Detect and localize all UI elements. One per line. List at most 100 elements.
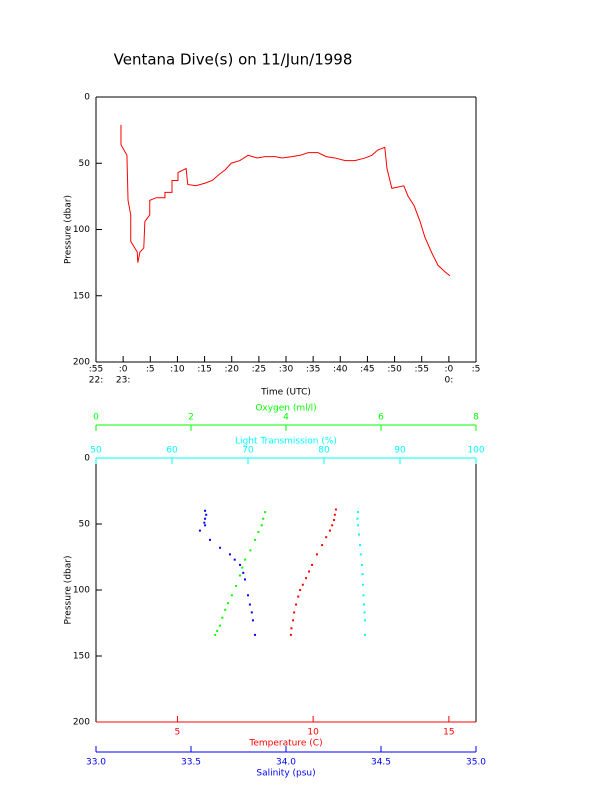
profile-dot (228, 553, 231, 556)
profile-dot (315, 553, 318, 556)
y-tick-label: 50 (79, 520, 91, 530)
y-tick-label: 150 (73, 652, 90, 662)
profile-dot (204, 524, 207, 527)
profile-dot (305, 577, 308, 580)
profile-dot (224, 608, 227, 611)
y-tick-label: 100 (73, 586, 90, 596)
x-tick-label: 15 (443, 728, 454, 738)
profile-dot (363, 611, 366, 614)
profile-dot (325, 536, 328, 539)
x-tick-hour-label: 0: (444, 376, 453, 386)
x-tick-label: 60 (166, 446, 178, 456)
x-tick-label: :55 (414, 365, 428, 375)
x-tick-label: 4 (283, 413, 289, 423)
y-axis-label: Pressure (dbar) (64, 556, 74, 625)
profile-dot (204, 517, 207, 520)
profile-dot (218, 624, 221, 627)
profile-dot (356, 524, 359, 527)
y-tick-label: 200 (73, 358, 90, 368)
x-axis-label: Light Transmission (%) (235, 437, 337, 447)
profile-dot (242, 571, 245, 574)
y-axis-label: Pressure (dbar) (64, 195, 74, 264)
profile-dot (299, 589, 302, 591)
x-axis-label: Time (UTC) (260, 388, 311, 398)
profile-dot (333, 519, 336, 522)
profile-dot (257, 530, 260, 533)
profile-dot (361, 573, 364, 576)
profile-dot (264, 511, 267, 514)
x-tick-hour-label: 23: (116, 376, 130, 386)
y-tick-label: 50 (79, 159, 91, 169)
x-tick-label: 34.0 (276, 758, 296, 768)
profile-dot (361, 563, 363, 566)
x-tick-label: :5 (472, 365, 481, 375)
x-axis-label: Oxygen (ml/l) (255, 404, 316, 414)
depth-line (120, 124, 451, 277)
profile-dot (219, 546, 222, 549)
profile-dot (333, 513, 336, 516)
x-tick-label: 50 (90, 446, 102, 456)
profile-dot (293, 611, 296, 614)
x-tick-label: 5 (175, 728, 181, 738)
profile-dot (233, 558, 236, 561)
profile-dot (247, 594, 249, 597)
profile-dot (359, 553, 362, 556)
profile-dot (235, 585, 238, 588)
x-tick-label: 6 (378, 413, 384, 423)
profile-dot (356, 511, 359, 514)
x-tick-label: 70 (242, 446, 254, 456)
page-title: Ventana Dive(s) on 11/Jun/1998 (114, 51, 353, 69)
y-tick-label: 200 (73, 718, 90, 728)
profile-dot (250, 611, 253, 614)
profile-dot (362, 594, 365, 597)
x-tick-label: :40 (333, 365, 348, 375)
profile-dot (216, 629, 219, 632)
x-tick-label: :45 (360, 365, 374, 375)
y-tick-label: 0 (84, 93, 90, 103)
profile-dot (359, 544, 362, 547)
x-tick-label: 90 (394, 446, 406, 456)
x-tick-label: 33.0 (86, 758, 106, 768)
profile-dot (362, 603, 365, 606)
profile-dot (251, 619, 254, 622)
profile-dot (239, 563, 242, 566)
profile-dot (254, 538, 257, 541)
y-tick-label: 0 (84, 454, 90, 464)
profile-dot (241, 566, 244, 569)
profile-dot (214, 633, 217, 636)
profile-dot (356, 517, 359, 520)
x-tick-label: 80 (318, 446, 330, 456)
profile-dot (205, 513, 208, 516)
x-tick-label: 35.0 (466, 758, 486, 768)
x-tick-label: :25 (252, 365, 266, 375)
profile-dot (308, 570, 311, 573)
profile-dot (209, 538, 211, 541)
profile-dot (260, 524, 263, 527)
profile-dot (221, 616, 224, 619)
profile-dot (198, 529, 201, 532)
x-tick-label: :35 (306, 365, 320, 375)
profile-dot (204, 509, 207, 512)
profile-dot (331, 524, 334, 527)
profile-dot (230, 594, 233, 597)
profile-dot (254, 633, 257, 636)
x-tick-label: :15 (197, 365, 211, 375)
x-tick-label: :0 (119, 365, 128, 375)
x-tick-label: :55 (89, 365, 103, 375)
x-axis-label: Temperature (C) (248, 739, 322, 749)
profile-dot (289, 633, 292, 636)
x-tick-label: 100 (467, 446, 484, 456)
profile-dot (363, 633, 366, 636)
profile-dot (203, 521, 206, 524)
y-tick-label: 150 (73, 291, 90, 301)
profile-dot (334, 508, 337, 511)
profile-dot (227, 602, 230, 605)
x-tick-label: :10 (170, 365, 185, 375)
profile-dot (363, 619, 366, 622)
y-tick-label: 100 (73, 225, 90, 235)
x-tick-label: :0 (444, 365, 453, 375)
profile-dot (321, 544, 324, 547)
profile-dot (262, 517, 265, 520)
profile-dot (361, 583, 364, 586)
x-tick-label: 2 (188, 413, 194, 423)
